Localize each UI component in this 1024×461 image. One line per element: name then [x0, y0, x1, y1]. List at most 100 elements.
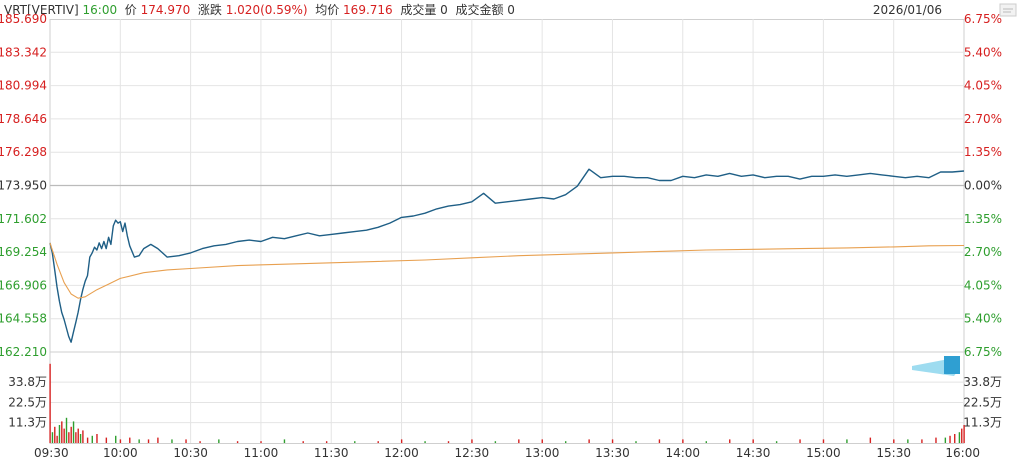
volume-bar [65, 417, 68, 443]
volume-bar [157, 437, 159, 443]
avg-value: 169.716 [343, 3, 393, 17]
y-tick-label-right: 0.00% [964, 179, 1002, 193]
time-label: 16:00 [82, 3, 118, 17]
volume-bar [963, 425, 965, 443]
volume-bar [635, 441, 637, 443]
volume-tick-right: 11.3万 [963, 416, 1002, 430]
y-tick-label-right: 5.40% [964, 312, 1002, 326]
x-tick-label: 16:00 [945, 446, 980, 460]
price-value: 174.970 [140, 3, 191, 17]
volume-bar [564, 441, 567, 443]
quote-summary: VRT[VERTIV] 16:00 价 174.970 涨跌 1.020(0.5… [4, 0, 515, 20]
volume-bar [115, 435, 117, 443]
volume-tick-right: 22.5万 [963, 396, 1002, 410]
axis-labels: 09:30 10:00 10:30 11:00 11:30 12:00 12:30 13:00… [0, 12, 1002, 460]
volume-bar [185, 439, 187, 443]
y-tick-label-right: 4.05% [964, 79, 1002, 93]
volume-bar [822, 439, 825, 443]
price-caption: 价 [124, 3, 137, 17]
volume-bar [799, 439, 801, 443]
volume-bar [129, 437, 131, 443]
x-tick-label: 14:30 [736, 446, 771, 460]
x-tick-label: 13:00 [525, 446, 560, 460]
y-tick-label-left: 162.210 [0, 345, 47, 359]
volume-bar [471, 439, 473, 443]
volume-bar [138, 439, 140, 443]
volume-bar [96, 434, 98, 443]
date-label: 2026/01/06 [872, 3, 942, 17]
volume-bar [752, 439, 754, 443]
volume-bar [82, 430, 84, 443]
x-tick-label: 13:30 [595, 446, 630, 460]
volume-bar [91, 435, 93, 443]
volume-bar [541, 439, 543, 443]
volume-bar [218, 439, 220, 443]
volume-bar [63, 428, 65, 443]
volume-bar [588, 439, 590, 443]
volume-bar [893, 439, 895, 443]
avg-caption: 均价 [315, 3, 340, 17]
volume-bar [954, 434, 956, 443]
volume-bar [283, 439, 286, 443]
quote-header: VRT[VERTIV] 16:00 价 174.970 涨跌 1.020(0.5… [0, 0, 1024, 20]
volume-bar [79, 434, 82, 443]
wp-badge-icon [999, 3, 1017, 17]
volume-bar [935, 437, 937, 443]
volume-bar [869, 437, 872, 443]
volume-bar [105, 437, 108, 443]
change-value: 1.020(0.59%) [225, 3, 308, 17]
volume-bar [949, 435, 951, 443]
x-tick-label: 11:30 [314, 446, 349, 460]
volume-tick-left: 22.5万 [8, 396, 47, 410]
y-tick-label-left: 171.602 [0, 212, 47, 226]
volume-bar [705, 441, 708, 443]
y-tick-label-left: 180.994 [0, 79, 47, 93]
amount-caption: 成交金额 [455, 3, 504, 17]
volume-bar [961, 428, 963, 443]
volume-bar [846, 439, 848, 443]
volume-bar [611, 439, 614, 443]
x-tick-label: 09:30 [34, 446, 69, 460]
y-tick-label-left: 185.690 [0, 12, 47, 26]
volume-bar [171, 439, 173, 443]
volume-bar [77, 428, 79, 443]
avg-line [49, 242, 965, 299]
volume-bar [260, 441, 262, 443]
scroll-arrow-icon[interactable] [912, 356, 960, 376]
volume-bar [729, 439, 731, 443]
volume-bar [921, 439, 923, 443]
volume-bar [907, 439, 909, 443]
volume-bar [70, 426, 72, 443]
volume-bar [54, 426, 56, 443]
x-tick-label: 11:00 [244, 446, 279, 460]
volume-bar [147, 439, 150, 443]
volume-bar [424, 441, 426, 443]
x-tick-label: 10:00 [103, 446, 138, 460]
change-caption: 涨跌 [197, 3, 222, 17]
volume-bar [68, 432, 70, 443]
volume-bar [377, 441, 379, 443]
volume-bar [944, 437, 947, 443]
y-tick-label-left: 173.950 [0, 179, 47, 193]
y-tick-label-right: 6.75% [964, 345, 1002, 359]
volume-bar [658, 439, 661, 443]
volume-bar [75, 432, 77, 443]
amount-value: 0 [507, 3, 515, 17]
y-tick-label-right: 6.75% [964, 12, 1002, 26]
volume-bar [49, 363, 51, 443]
y-tick-label-left: 169.254 [0, 245, 47, 259]
volume-bar [400, 439, 403, 443]
y-tick-label-right: 1.35% [964, 212, 1002, 226]
volume-bar [56, 435, 58, 443]
volume-tick-left: 11.3万 [8, 416, 47, 430]
y-tick-label-left: 166.906 [0, 278, 47, 292]
grid [49, 19, 965, 444]
volume-tick-left: 33.8万 [8, 375, 47, 389]
volume-bar [775, 441, 778, 443]
volume-bar [236, 441, 239, 443]
volume-bar [682, 439, 684, 443]
symbol-label: VRT[VERTIV] [4, 3, 79, 17]
x-tick-label: 12:30 [455, 446, 490, 460]
